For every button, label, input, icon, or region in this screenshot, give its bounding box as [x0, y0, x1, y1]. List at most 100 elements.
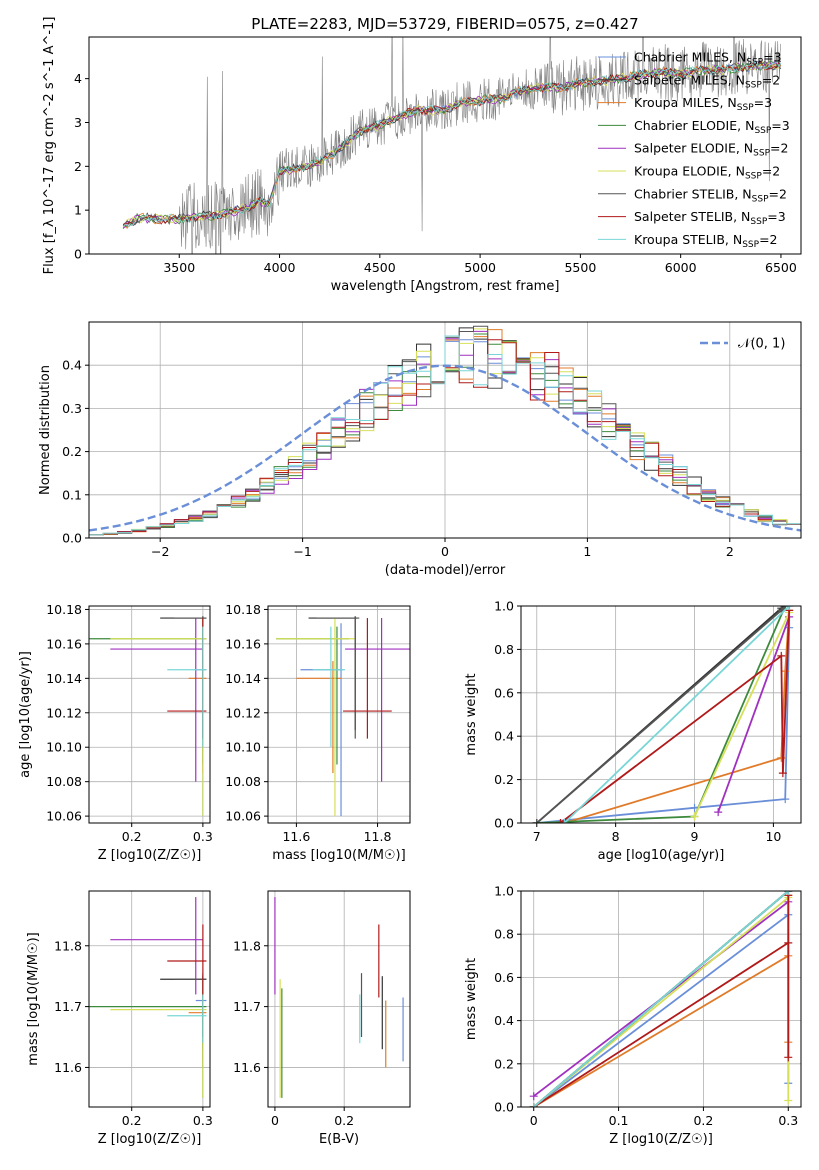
x-tick-label: 10 — [765, 829, 781, 844]
legend-label-main: Chabrier MILES, N — [634, 50, 746, 65]
x-tick-label: 11.6 — [282, 829, 310, 844]
x-tick-label: 11.8 — [364, 829, 392, 844]
x-tick-label: 8 — [612, 829, 620, 844]
age-vs-mass-panel: 11.6 11.8 10.06 10.08 10.10 10.12 10.14 10.16 10… — [225, 602, 411, 863]
legend-label-main: Kroupa ELODIE, N — [634, 164, 745, 179]
plot-area — [268, 606, 410, 823]
weight-marker-salpeter-elodie — [714, 808, 723, 817]
y-tick-label: 0.6 — [494, 685, 514, 700]
x-tick-label: 9 — [691, 829, 699, 844]
legend-label-sub: SSP — [742, 240, 759, 250]
legend-label-end: =2 — [762, 164, 780, 179]
mass-vs-ebv-panel: 0 0.2 11.6 11.7 11.8 E(B-V) — [233, 890, 411, 1147]
x-tick-label: 0.2 — [122, 1113, 142, 1128]
x-axis-label: age [log10(age/yr)] — [598, 848, 725, 863]
weight-marker-kroupa-stelib — [560, 819, 569, 823]
legend-label-main: Chabrier STELIB, N — [634, 186, 752, 201]
legend-label: Salpeter ELODIE, NSSP=2 — [634, 141, 788, 159]
x-tick-label: 0 — [530, 1113, 538, 1128]
legend-label-end: =2 — [759, 232, 777, 247]
legend-label: Kroupa MILES, NSSP=3 — [634, 95, 772, 113]
x-tick-label: 1 — [583, 544, 591, 559]
y-axis-label: mass [log10(M/M☉)] — [26, 932, 41, 1065]
y-tick-label: 1.0 — [494, 599, 514, 614]
weight-marker-kroupa-stelib — [529, 1103, 538, 1107]
histogram-kroupa-stelib — [89, 335, 801, 538]
legend-label-end: =3 — [771, 118, 789, 133]
y-tick-label: 10.14 — [46, 671, 82, 686]
legend-label-sub: SSP — [745, 172, 762, 182]
observed-spectrum-line — [122, 37, 781, 254]
plot-content — [89, 897, 207, 1098]
x-axis-label: wavelength [Angstrom, rest frame] — [331, 279, 560, 294]
y-tick-label: 11.8 — [233, 938, 261, 953]
x-tick-label: 0.2 — [122, 829, 142, 844]
legend-label-main: Salpeter STELIB, N — [634, 209, 750, 224]
y-tick-label: 10.18 — [225, 602, 261, 617]
legend-label-sub: SSP — [750, 217, 767, 227]
legend-label-sub: SSP — [752, 194, 769, 204]
spectrum-panel: 3500 4000 4500 5000 5500 6000 6500 0 1 2 3 4 wavelen… — [42, 17, 802, 294]
weight-line-salpeter-stelib — [533, 895, 790, 1107]
y-tick-label: 11.7 — [233, 999, 261, 1014]
weight-marker-chabrier-miles — [690, 803, 699, 812]
legend-label: Kroupa STELIB, NSSP=2 — [634, 232, 778, 250]
x-tick-label: 3500 — [163, 260, 195, 275]
y-tick-label: 0.0 — [62, 531, 82, 546]
x-tick-label: 0.2 — [334, 1113, 354, 1128]
y-axis-label: mass weight — [464, 673, 479, 755]
weight-line-kroupa-stelib — [563, 606, 790, 823]
x-tick-label: 0.3 — [778, 1113, 798, 1128]
plot-content — [89, 325, 801, 538]
x-tick-label: 7 — [533, 829, 541, 844]
legend-label: Salpeter MILES, NSSP=2 — [634, 72, 780, 90]
y-tick-label: 4 — [74, 71, 82, 86]
y-tick-label: 10.16 — [46, 636, 82, 651]
y-tick-label: 10.06 — [46, 809, 82, 824]
plot-content — [529, 891, 793, 1107]
x-tick-label: 5500 — [564, 260, 596, 275]
legend-label: Chabrier MILES, NSSP=3 — [634, 50, 782, 68]
y-tick-label: 0.4 — [494, 1013, 514, 1028]
plot-content — [532, 606, 794, 823]
model-line-kroupa-stelib — [122, 60, 782, 228]
y-tick-label: 10.10 — [46, 740, 82, 755]
x-tick-label: −2 — [151, 544, 169, 559]
x-tick-label: 0.3 — [193, 829, 213, 844]
weight-marker-chabrier-stelib — [532, 819, 541, 823]
weight-marker-salpeter-elodie — [529, 1092, 538, 1101]
y-axis-label: age [log10(age/yr)] — [18, 651, 33, 778]
y-tick-label: 0 — [74, 247, 82, 262]
legend-label-main: Kroupa MILES, N — [634, 95, 737, 110]
y-tick-label: 0.2 — [62, 444, 82, 459]
legend-label-end: =2 — [762, 72, 780, 87]
weight-line-salpeter-elodie — [717, 616, 791, 813]
y-tick-label: 10.12 — [46, 705, 82, 720]
weight-line-kroupa-elodie — [693, 612, 791, 817]
x-tick-label: 0.1 — [609, 1113, 629, 1128]
x-tick-label: 2 — [726, 544, 734, 559]
y-tick-label: 0.1 — [62, 487, 82, 502]
x-tick-label: 0.3 — [193, 1113, 213, 1128]
weight-marker-kroupa-miles — [781, 667, 790, 676]
legend-label-main: Kroupa STELIB, N — [634, 232, 742, 247]
x-axis-label: Z [log10(Z/Z☉)] — [98, 1132, 202, 1147]
plot-area — [89, 606, 210, 823]
legend-label-sub: SSP — [737, 103, 754, 113]
normal-reference-curve — [89, 364, 801, 532]
y-tick-label: 0.2 — [494, 1056, 514, 1071]
legend-label-end: =2 — [770, 141, 788, 156]
y-tick-label: 10.16 — [225, 636, 261, 651]
plot-area — [89, 891, 210, 1107]
legend-label-sub: SSP — [746, 58, 763, 68]
plot-frame — [88, 321, 802, 539]
figure-title: PLATE=2283, MJD=53729, FIBERID=0575, z=0… — [251, 15, 638, 33]
weight-vs-Z-panel: 0 0.1 0.2 0.3 0.0 0.2 0.4 0.6 0.8 1.0 Z [log10(Z/Z… — [464, 884, 802, 1147]
y-tick-label: 10.08 — [46, 774, 82, 789]
plot-frame — [520, 605, 802, 824]
y-tick-label: 0.8 — [494, 927, 514, 942]
weight-marker-chabrier-miles — [781, 795, 790, 804]
y-tick-label: 11.8 — [54, 938, 82, 953]
x-tick-label: 6500 — [765, 260, 797, 275]
